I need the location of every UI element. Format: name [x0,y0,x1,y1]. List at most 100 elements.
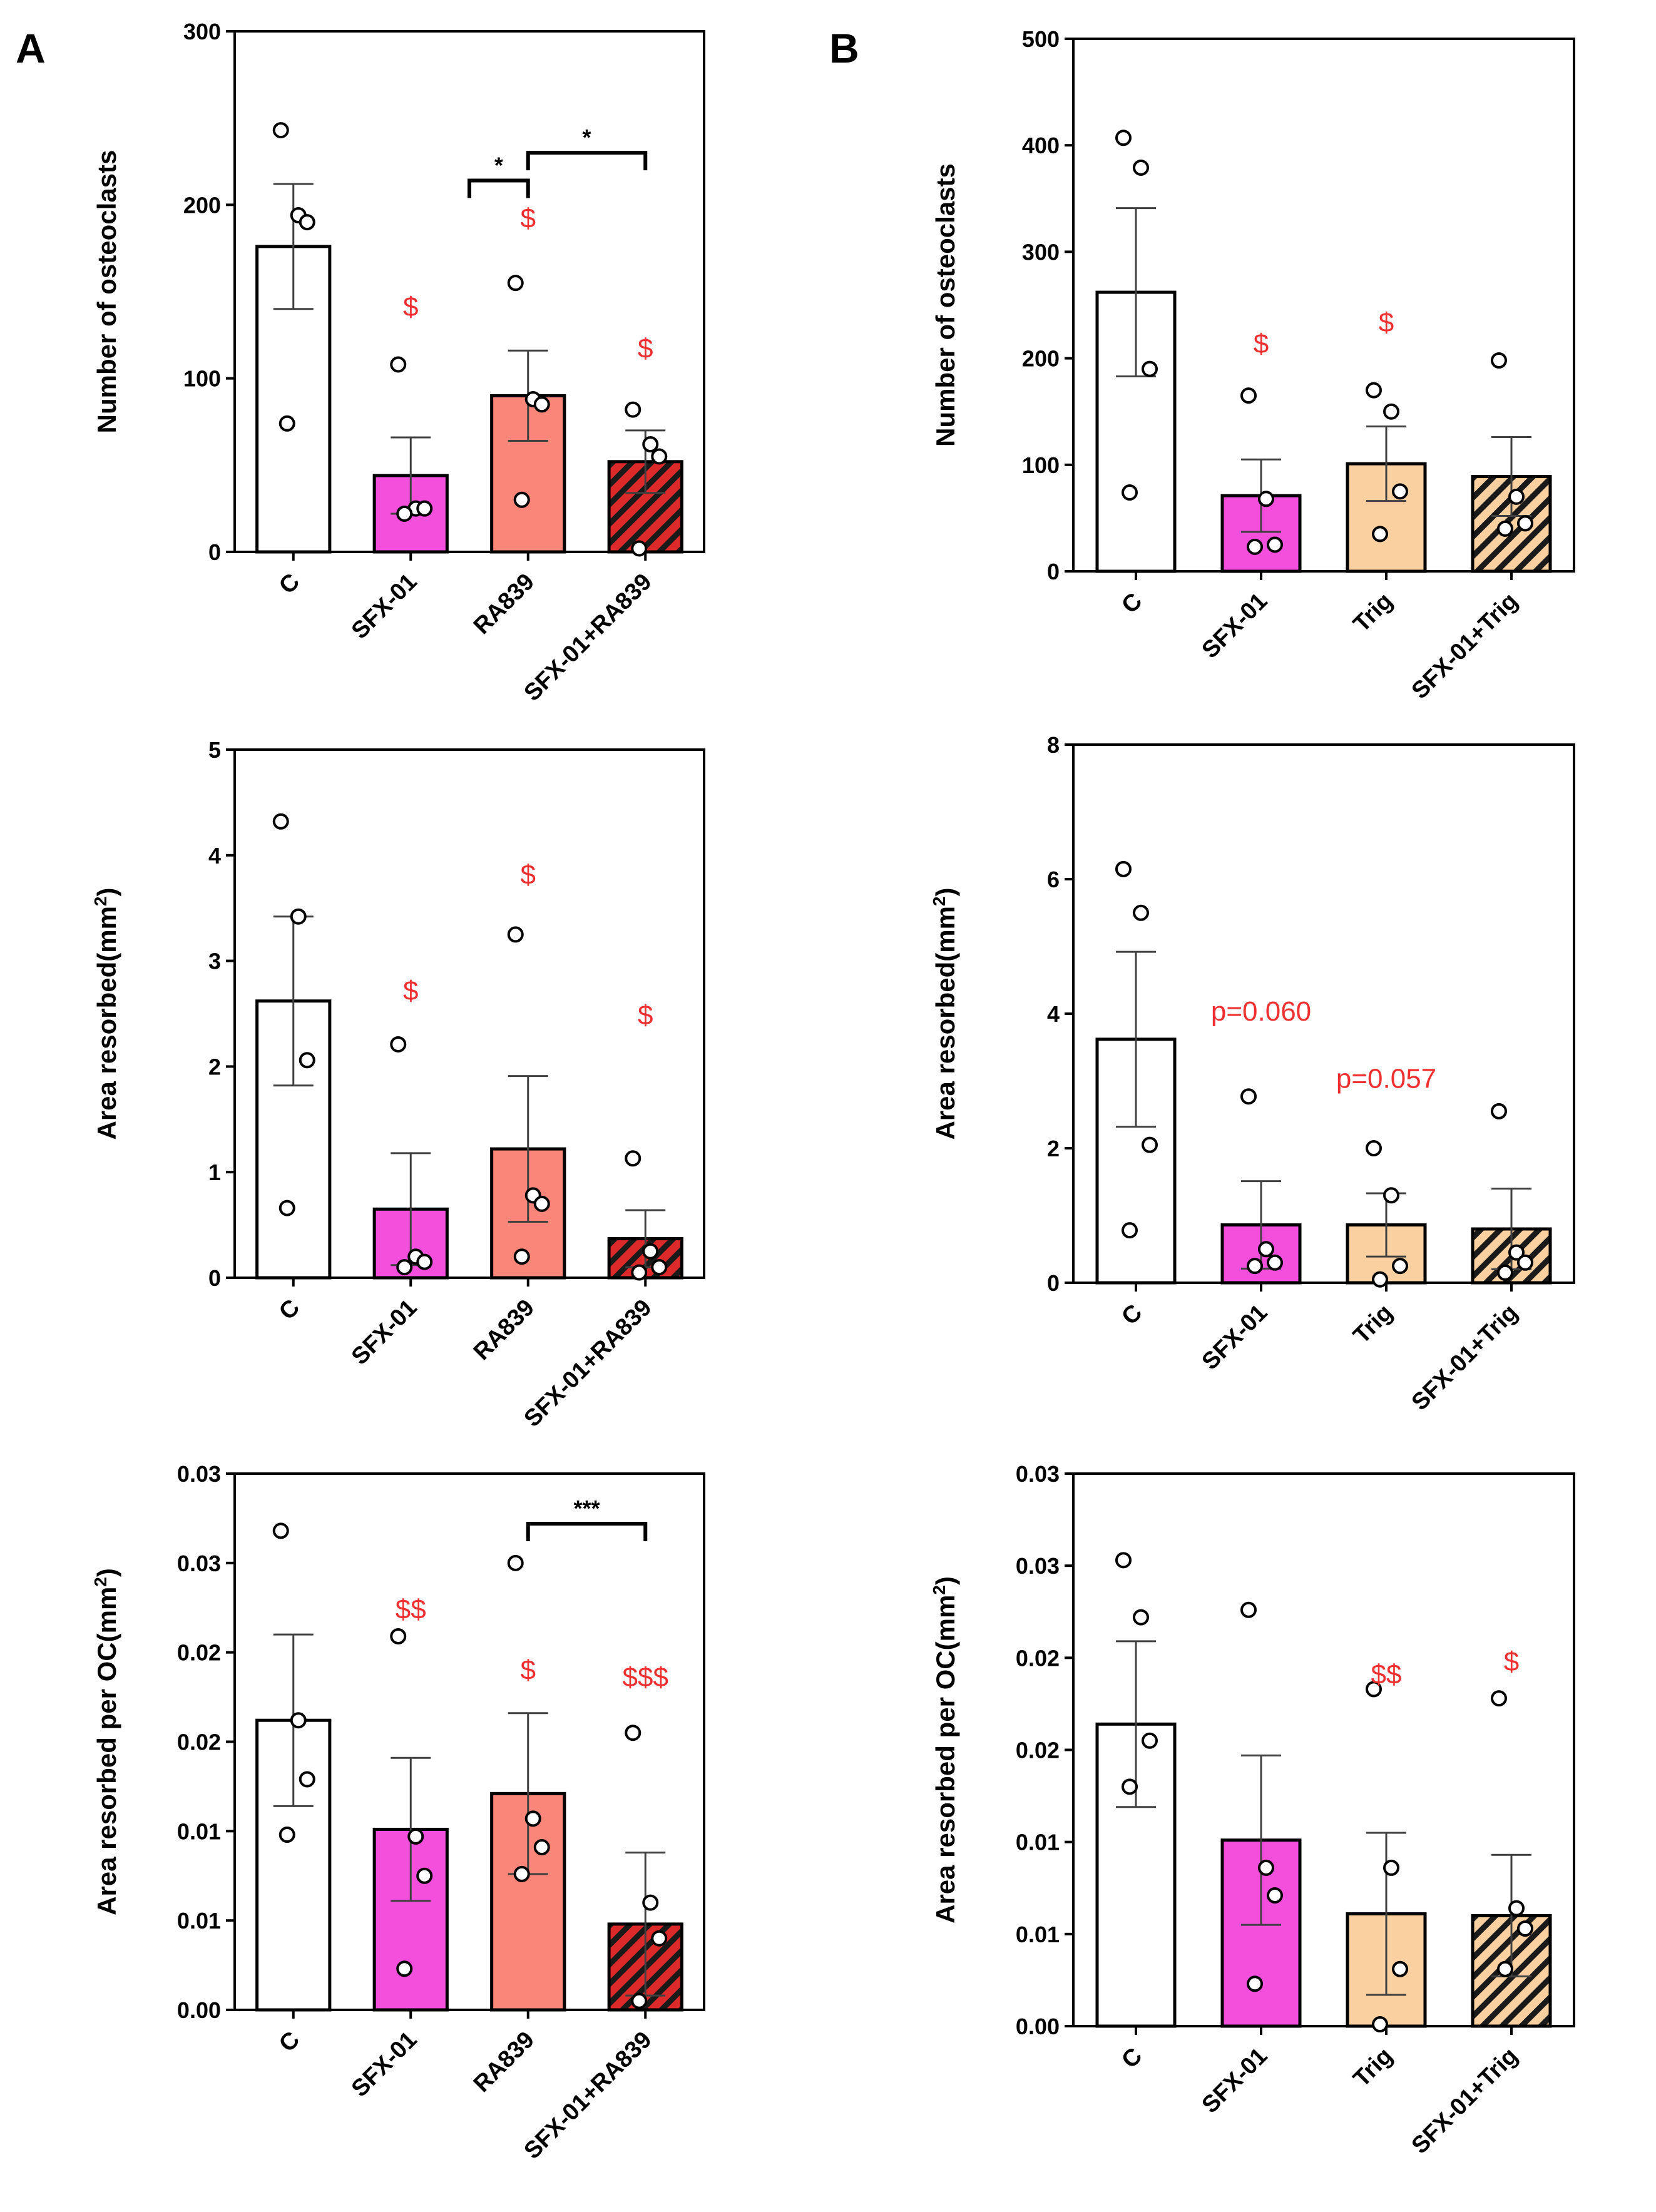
data-point [1392,1960,1408,1977]
significance-mark: $ [638,333,653,364]
significance-mark: $ [521,1655,536,1686]
data-point [1142,360,1158,377]
significance-mark: $ [521,203,536,233]
data-point [1115,860,1132,877]
data-point [1366,382,1382,399]
data-point [533,1195,550,1212]
data-point [1491,1103,1507,1119]
category-label: SFX-01+RA839 [519,1295,657,1432]
data-point [651,448,668,465]
data-point [1133,1609,1149,1626]
data-point [1122,1222,1138,1239]
y-tick-label: 0 [208,539,221,565]
data-point [642,1894,659,1911]
bracket-label: *** [573,1496,600,1521]
data-point [1240,1088,1257,1105]
y-tick-label: 500 [1022,26,1060,52]
category-label: SFX-01+RA839 [519,569,657,706]
data-point [625,1150,641,1167]
data-point [1497,520,1513,537]
data-point [396,1259,413,1276]
category-label: SFX-01 [347,2027,422,2102]
data-point [631,540,648,557]
data-point [625,401,641,418]
data-point [1240,387,1257,404]
y-tick-label: 0.00 [177,1997,221,2023]
category-label: SFX-01 [1197,1300,1273,1375]
category-label: SFX-01+Trig [1407,2043,1523,2159]
chart-a1: 0 100 200 300 Number of osteoclasts C SFX-01 RA… [92,19,705,706]
y-axis-title-text: Area resorbed(mm [931,906,960,1139]
category-label: C [274,1295,305,1325]
data-point [299,1052,315,1069]
data-point [1247,1975,1263,1992]
y-tick-label: 1 [208,1160,221,1185]
data-point [1247,1258,1263,1275]
y-axis-title: Number of osteoclasts [931,163,960,447]
data-point [1517,1920,1533,1937]
data-point [651,1259,668,1276]
significance-mark: $ [403,976,418,1006]
category-label: C [1117,1300,1147,1330]
y-tick-label: 3 [208,949,221,974]
y-axis-title: Area resorbed per OC(mm2) [91,1568,122,1915]
data-point [1508,1900,1525,1917]
y-tick-label: 0.01 [177,1908,221,1934]
category-label: Trig [1348,2043,1398,2092]
data-point [390,1036,407,1052]
data-point [272,122,289,139]
y-tick-label: 0.01 [177,1818,221,1844]
y-tick-label: 5 [208,737,221,763]
y-tick-label: 0.02 [177,1730,221,1755]
category-label: C [274,569,305,599]
category-label: Trig [1348,1300,1398,1349]
panel-label-b: B [829,25,859,71]
y-axis-title-close: ) [92,887,121,896]
data-point [416,500,433,517]
p-value-note: p=0.057 [1336,1063,1436,1094]
data-point [416,1253,433,1270]
y-tick-label: 0.02 [1016,1645,1060,1671]
category-label: RA839 [469,1295,539,1365]
y-tick-label: 4 [208,843,221,869]
data-point [416,1867,433,1884]
data-point [1366,1140,1382,1156]
significance-mark: $$ [396,1594,426,1624]
y-axis-title: Area resorbed(mm2) [91,887,122,1139]
y-axis-title-text: Number of osteoclasts [92,150,121,434]
category-label: SFX-01 [347,569,422,645]
y-tick-label: 0.01 [1016,1922,1060,1947]
category-label: SFX-01+Trig [1407,1300,1523,1416]
data-point [533,1839,550,1856]
significance-mark: $ [1504,1646,1519,1677]
y-tick-label: 6 [1047,867,1060,892]
data-point [1497,1264,1513,1281]
chart-b3: 0.00 0.01 0.01 0.02 0.02 0.03 0.03 Area resorbe… [929,1461,1575,2159]
y-tick-label: 100 [183,366,221,392]
data-point [407,1828,424,1845]
data-point [396,505,413,522]
y-tick-label: 0.03 [1016,1553,1060,1579]
data-point [1372,1271,1388,1288]
data-point [631,1992,648,2009]
y-tick-label: 100 [1022,452,1060,478]
y-tick-label: 0.01 [1016,1830,1060,1855]
category-label: SFX-01 [1197,2043,1273,2119]
y-axis-title: Area resorbed per OC(mm2) [929,1576,961,1924]
chart-a3: 0.00 0.01 0.01 0.02 0.02 0.03 0.03 Area resorbe… [91,1461,705,2164]
comparison-bracket [468,178,530,198]
data-point [1508,1244,1525,1261]
data-point [1258,1241,1274,1258]
data-point [642,436,659,453]
data-point [390,356,407,373]
significance-mark: $ [1379,307,1394,338]
plot-frame [1072,38,1575,573]
data-point [279,1827,295,1843]
data-point [533,396,550,413]
data-point [1133,159,1149,176]
data-point [396,1960,413,1977]
significance-mark: $$$ [623,1662,668,1693]
